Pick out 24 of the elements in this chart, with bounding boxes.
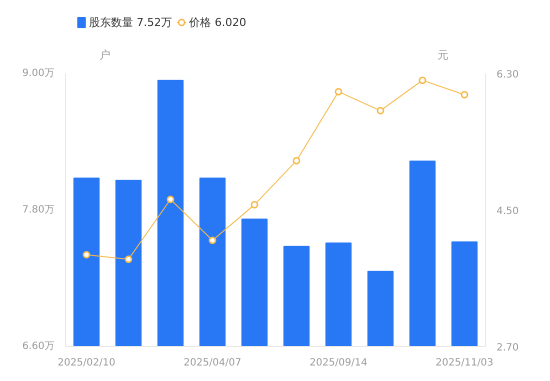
point: [334, 88, 342, 96]
point: [376, 106, 384, 114]
point: [460, 90, 468, 98]
x-tick-label: 2025/11/03: [436, 358, 494, 368]
y2-tick-label: 6.30: [496, 70, 519, 80]
x-tick-label: 2025/09/14: [310, 358, 368, 368]
legend-label: 价格 6.020: [188, 16, 246, 29]
y2-axis-title: 元: [437, 48, 448, 62]
y-tick-label: 9.00万: [22, 68, 54, 79]
y-tick-label: 6.60万: [22, 341, 54, 352]
point: [292, 156, 300, 164]
point: [418, 76, 426, 84]
point: [250, 200, 258, 208]
legend-label: 股东数量 7.52万: [89, 16, 172, 29]
point: [82, 251, 90, 258]
x-tick-label: 2025/02/10: [58, 358, 116, 368]
point: [208, 236, 216, 244]
y2-tick-label: 2.70: [496, 342, 519, 354]
y-tick-label: 7.80万: [22, 204, 54, 216]
point: [166, 196, 174, 204]
y-axis-title: 户: [100, 48, 111, 62]
x-tick-label: 2025/04/07: [184, 358, 242, 368]
y2-tick-label: 4.50: [496, 206, 519, 217]
point: [124, 256, 132, 264]
